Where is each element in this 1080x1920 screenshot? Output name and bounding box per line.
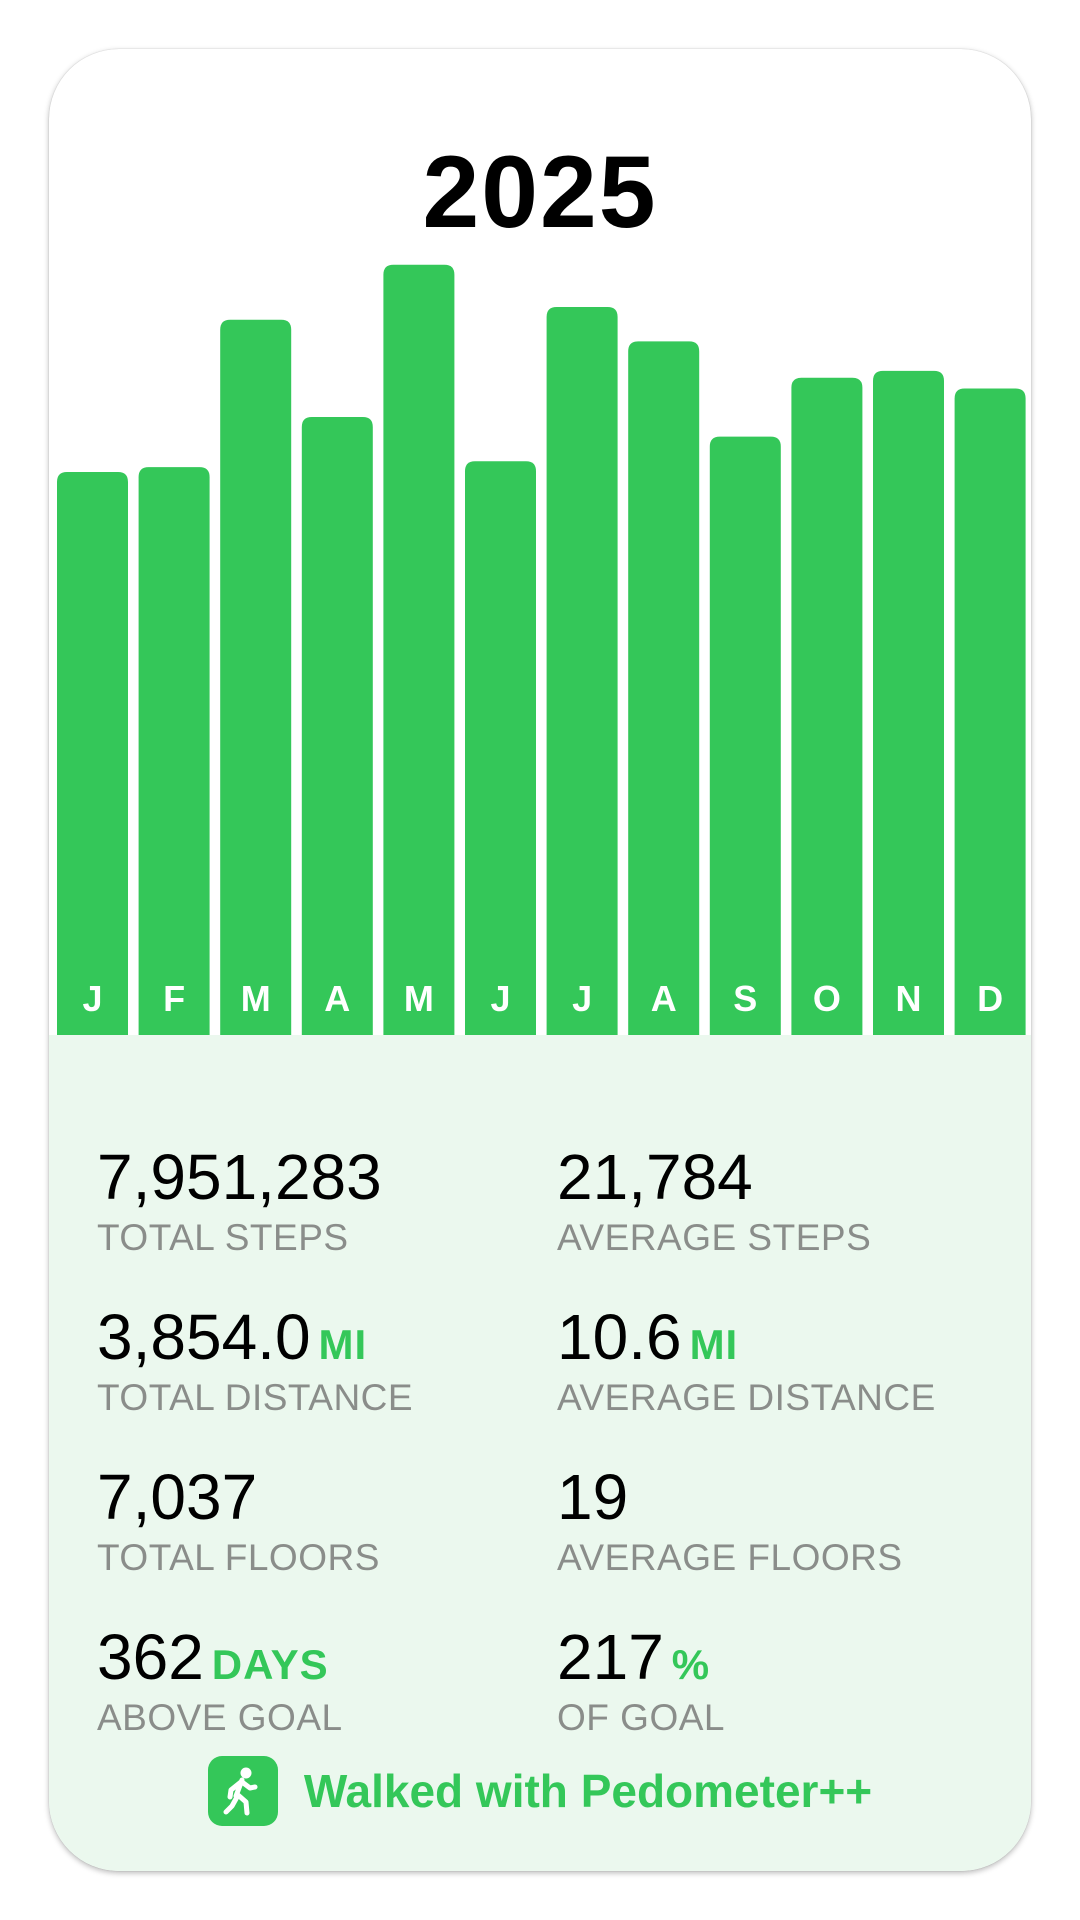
days-above-goal-stat: 362 DAYS ABOVE GOAL — [97, 1625, 517, 1739]
average-floors-label: AVERAGE FLOORS — [557, 1537, 903, 1578]
bar-11 — [873, 370, 944, 1035]
month-label-10: O — [813, 978, 841, 1019]
bar-10 — [791, 377, 863, 1035]
month-label-7: J — [572, 978, 592, 1019]
average-distance-unit: MI — [689, 1321, 739, 1368]
total-floors-stat: 7,037 TOTAL FLOORS — [97, 1465, 517, 1579]
days-above-goal-unit: DAYS — [211, 1641, 329, 1688]
bar-7 — [546, 306, 618, 1035]
month-label-8: A — [651, 978, 677, 1019]
days-above-goal-value: 362 — [97, 1621, 204, 1693]
total-steps-label: TOTAL STEPS — [97, 1217, 349, 1258]
bar-2 — [138, 467, 210, 1035]
month-label-12: D — [977, 978, 1003, 1019]
percent-of-goal-value: 217 — [557, 1621, 664, 1693]
total-steps-stat: 7,951,283 TOTAL STEPS — [97, 1145, 517, 1259]
average-distance-value: 10.6 — [557, 1301, 682, 1373]
walking-person-icon — [207, 1756, 278, 1826]
month-label-9: S — [733, 978, 757, 1019]
bar-1 — [57, 472, 128, 1035]
month-label-1: J — [82, 978, 102, 1019]
app-attribution[interactable]: Walked with Pedometer++ — [49, 1754, 1031, 1828]
average-steps-value: 21,784 — [557, 1141, 753, 1213]
bar-8 — [628, 341, 700, 1035]
month-label-11: N — [896, 978, 922, 1019]
bar-9 — [709, 436, 781, 1035]
average-steps-stat: 21,784 AVERAGE STEPS — [557, 1145, 977, 1259]
bar-4 — [301, 417, 373, 1035]
bar-12 — [954, 388, 1026, 1035]
average-distance-label: AVERAGE DISTANCE — [557, 1377, 936, 1418]
total-distance-unit: MI — [318, 1321, 368, 1368]
total-distance-value: 3,854.0 — [97, 1301, 311, 1373]
month-label-2: F — [163, 978, 185, 1019]
stats-panel: 7,951,283 TOTAL STEPS 21,784 AVERAGE STE… — [49, 1035, 1031, 1871]
average-distance-stat: 10.6 MI AVERAGE DISTANCE — [557, 1305, 977, 1419]
percent-of-goal-unit: % — [671, 1641, 711, 1688]
total-floors-value: 7,037 — [97, 1461, 258, 1533]
average-floors-stat: 19 AVERAGE FLOORS — [557, 1465, 977, 1579]
total-floors-label: TOTAL FLOORS — [97, 1537, 380, 1578]
year-summary-card: J F M A M J J A S O N D 2025 7,951,283 TOTAL STEPS … — [49, 49, 1031, 1871]
year-title: 2025 — [422, 135, 658, 249]
month-label-4: A — [324, 978, 350, 1019]
month-label-6: J — [490, 978, 510, 1019]
average-floors-value: 19 — [557, 1461, 629, 1533]
average-steps-label: AVERAGE STEPS — [557, 1217, 872, 1258]
percent-of-goal-stat: 217% OF GOAL — [557, 1625, 977, 1739]
month-label-3: M — [241, 978, 271, 1019]
bar-3 — [220, 319, 292, 1035]
percent-of-goal-label: OF GOAL — [557, 1697, 725, 1738]
month-label-5: M — [404, 978, 434, 1019]
total-steps-value: 7,951,283 — [97, 1141, 382, 1213]
days-above-goal-label: ABOVE GOAL — [97, 1697, 343, 1738]
total-distance-label: TOTAL DISTANCE — [97, 1377, 414, 1418]
app-attribution-text: Walked with Pedometer++ — [303, 1765, 873, 1817]
total-distance-stat: 3,854.0 MI TOTAL DISTANCE — [97, 1305, 517, 1419]
bar-5 — [383, 264, 455, 1035]
bar-6 — [465, 461, 536, 1035]
